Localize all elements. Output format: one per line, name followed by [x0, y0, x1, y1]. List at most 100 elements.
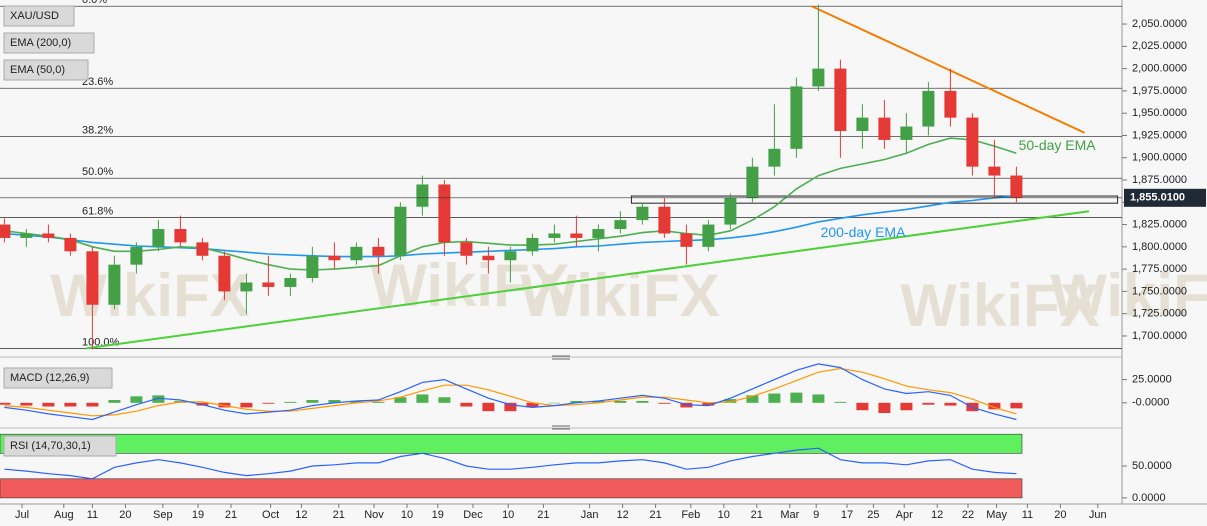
y-tick-label: 1,725.0000	[1132, 308, 1187, 320]
macd-histogram-bar	[746, 395, 759, 403]
candle-body	[812, 68, 825, 87]
legend-label: RSI (14,70,30,1)	[10, 440, 91, 452]
y-tick-label: 2,000.0000	[1132, 63, 1187, 75]
fib-label: 61.8%	[82, 205, 113, 217]
x-tick-label: May	[986, 509, 1007, 521]
x-tick-label: 20	[1054, 509, 1066, 521]
watermark: WikiFX	[50, 262, 249, 329]
support-zone	[630, 195, 1119, 204]
macd-line	[4, 363, 1017, 421]
trendline	[811, 5, 1086, 134]
macd-histogram-bar	[328, 400, 341, 403]
macd-histogram-bar	[240, 402, 253, 408]
x-tick-label: Sep	[153, 509, 173, 521]
legend-label: XAU/USD	[10, 10, 59, 22]
candle-body	[658, 206, 671, 234]
x-tick-label: 21	[751, 509, 763, 521]
x-tick-label: Oct	[262, 509, 279, 521]
x-tick-label: Jan	[581, 509, 599, 521]
x-tick-label: 12	[616, 509, 628, 521]
candle-body	[284, 278, 297, 287]
candle-body	[64, 237, 77, 252]
y-tick-label: -0.0000	[1132, 397, 1169, 409]
fib-label: 0.0%	[82, 0, 107, 6]
macd-histogram-bar	[64, 402, 77, 407]
x-tick-label: 10	[502, 509, 514, 521]
macd-histogram-bar	[570, 400, 583, 403]
macd-histogram-bar	[504, 402, 517, 412]
legend-box	[3, 367, 113, 389]
candle-body	[988, 166, 1001, 176]
candle-body	[922, 90, 935, 127]
watermark: WikiFX	[1050, 262, 1207, 329]
candle-body	[614, 220, 627, 230]
annotation: 50-day EMA	[1019, 137, 1097, 153]
macd-histogram-bar	[108, 400, 121, 403]
macd-histogram-bar	[900, 402, 913, 411]
x-tick-label: 17	[841, 509, 853, 521]
trendline	[85, 210, 1090, 350]
x-tick-label: 21	[537, 509, 549, 521]
macd-histogram-bar	[438, 397, 451, 403]
x-tick-label: Dec	[463, 509, 483, 521]
candle-body	[372, 246, 385, 256]
candle-body	[86, 251, 99, 305]
candle-body	[482, 255, 495, 261]
candle-body	[702, 224, 715, 247]
watermark: WikiFX	[900, 272, 1099, 339]
signal-line	[4, 367, 1017, 417]
x-tick-label: 22	[962, 509, 974, 521]
candle-body	[944, 90, 957, 118]
x-tick-label: 21	[333, 509, 345, 521]
macd-histogram-bar	[658, 402, 671, 404]
candle-body	[504, 251, 517, 261]
macd-histogram-bar	[460, 402, 473, 407]
x-tick-label: 10	[401, 509, 413, 521]
candle-body	[966, 117, 979, 167]
x-tick-label: 25	[867, 509, 879, 521]
candle-body	[350, 246, 363, 261]
legend-box	[3, 32, 95, 54]
macd-histogram-bar	[0, 402, 11, 405]
x-tick-label: 19	[432, 509, 444, 521]
macd-histogram-bar	[372, 401, 385, 403]
y-tick-label: 1,800.0000	[1132, 241, 1187, 253]
y-tick-label: 1,825.0000	[1132, 218, 1187, 230]
candle-body	[196, 242, 209, 256]
candle-body	[570, 233, 583, 238]
last-price-flag	[1124, 188, 1206, 207]
x-tick-label: 10	[718, 509, 730, 521]
y-tick-label: 1,875.0000	[1132, 174, 1187, 186]
candle-body	[42, 233, 55, 238]
legend-box	[3, 435, 117, 457]
ema-line	[4, 137, 1017, 271]
y-tick-label: 1,900.0000	[1132, 152, 1187, 164]
candle-body	[856, 117, 869, 131]
y-tick-label: 1,975.0000	[1132, 85, 1187, 97]
x-tick-label: 12	[931, 509, 943, 521]
candle-body	[768, 148, 781, 167]
y-tick-label: 1,775.0000	[1132, 263, 1187, 275]
y-tick-label: 25.0000	[1132, 374, 1172, 386]
legend-label: EMA (200,0)	[10, 37, 71, 49]
y-tick-label: 1,700.0000	[1132, 330, 1187, 342]
candle-body	[306, 255, 319, 279]
candle-body	[438, 184, 451, 243]
macd-histogram-bar	[878, 402, 891, 414]
y-tick-label: 0.0000	[1132, 492, 1166, 504]
candle-body	[790, 86, 803, 149]
x-tick-label: 12	[295, 509, 307, 521]
candle-body	[724, 197, 737, 225]
candle-body	[218, 255, 231, 292]
grip	[552, 425, 570, 430]
candle-body	[152, 229, 165, 247]
candle-body	[526, 237, 539, 252]
candle-body	[746, 166, 759, 198]
x-tick-label: Nov	[364, 509, 384, 521]
macd-histogram-bar	[1010, 402, 1023, 409]
candle-body	[328, 255, 341, 261]
x-tick-label: 21	[649, 509, 661, 521]
x-tick-label: Aug	[54, 509, 74, 521]
macd-histogram-bar	[394, 397, 407, 403]
candle-body	[680, 233, 693, 247]
